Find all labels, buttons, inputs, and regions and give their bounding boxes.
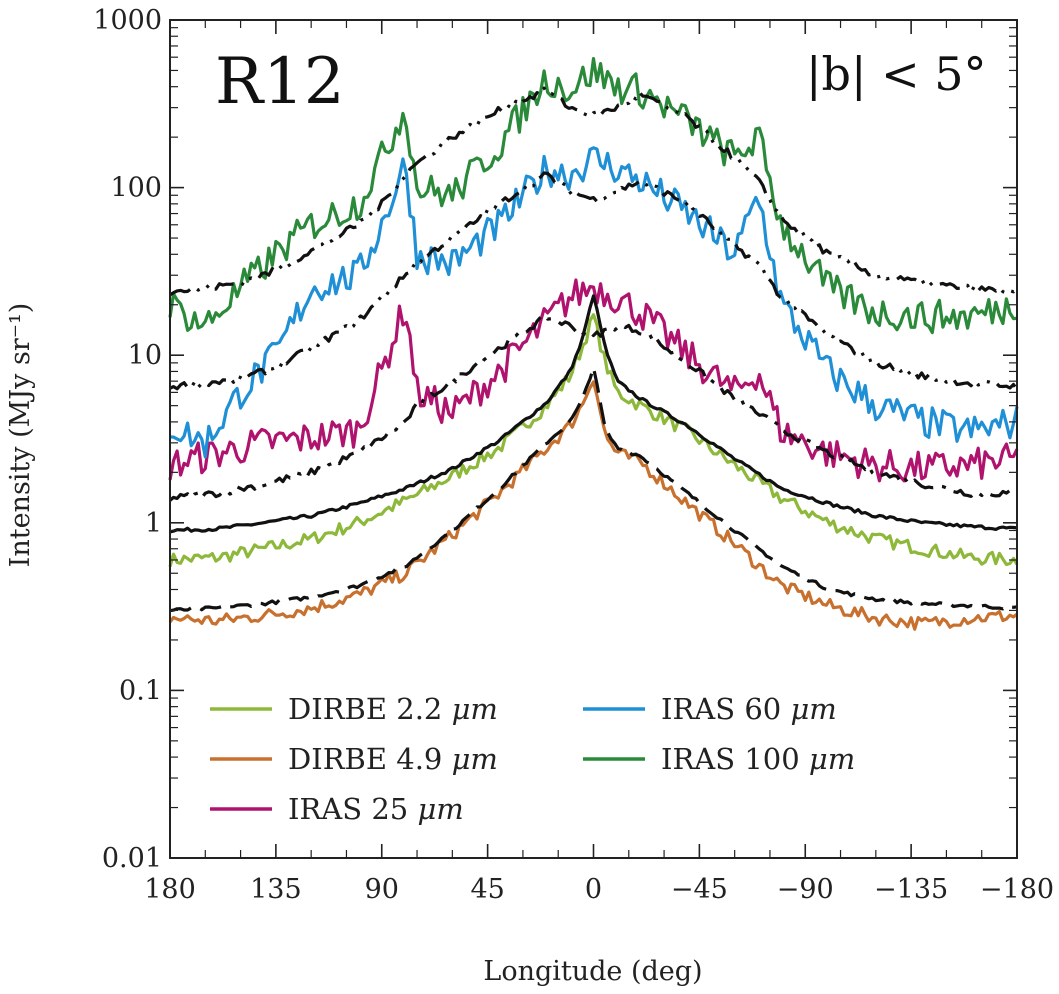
series-line-3	[169, 146, 1019, 459]
x-tick-label: 45	[470, 874, 504, 905]
x-tick-label: 90	[365, 874, 399, 905]
plot-frame	[169, 19, 1018, 859]
ticks-layer: 0.01 0.1 1 10 100 1000 180 135 90 45 0 −45 −90 −135 −1…	[93, 5, 1054, 905]
model-layer	[168, 86, 1019, 613]
y-tick-label: 0.01	[102, 843, 162, 874]
y-tick-label: 1	[145, 508, 162, 539]
legend: DIRBE 2.2 μm DIRBE 4.9 μm IRAS 25 μm IRAS 6…	[210, 692, 855, 826]
series-layer	[168, 57, 1019, 631]
legend-label-4: IRAS 100 μm	[661, 742, 855, 776]
y-tick-label: 0.1	[119, 675, 162, 706]
legend-label-3: IRAS 60 μm	[661, 692, 837, 726]
legend-label-2: IRAS 25 μm	[288, 792, 464, 826]
y-tick-label: 10	[128, 340, 162, 371]
series-line-0	[168, 313, 1019, 568]
y-tick-label: 100	[110, 173, 162, 204]
latitude-annotation: |b| < 5°	[806, 47, 987, 101]
series-line-1	[168, 380, 1018, 631]
model-line-4	[169, 86, 1019, 297]
x-tick-label: −45	[671, 874, 728, 905]
model-line-2	[168, 313, 1018, 502]
x-axis-title: Longitude (deg)	[483, 956, 702, 987]
model-line-1	[169, 366, 1018, 613]
model-line-0	[169, 294, 1018, 534]
legend-label-0: DIRBE 2.2 μm	[288, 692, 498, 726]
x-tick-label: 180	[144, 874, 196, 905]
x-tick-label: 135	[250, 874, 302, 905]
x-tick-label: −180	[980, 874, 1054, 905]
model-line-3	[169, 171, 1019, 391]
x-tick-label: −135	[874, 874, 948, 905]
legend-label-1: DIRBE 4.9 μm	[288, 742, 498, 776]
chart-title: R12	[215, 45, 345, 119]
y-axis-title: Intensity (MJy sr⁻¹)	[5, 303, 36, 568]
y-tick-label: 1000	[93, 5, 162, 36]
series-line-4	[168, 57, 1018, 335]
x-tick-label: −90	[777, 874, 834, 905]
x-tick-label: 0	[585, 874, 602, 905]
series-line-2	[168, 278, 1019, 483]
